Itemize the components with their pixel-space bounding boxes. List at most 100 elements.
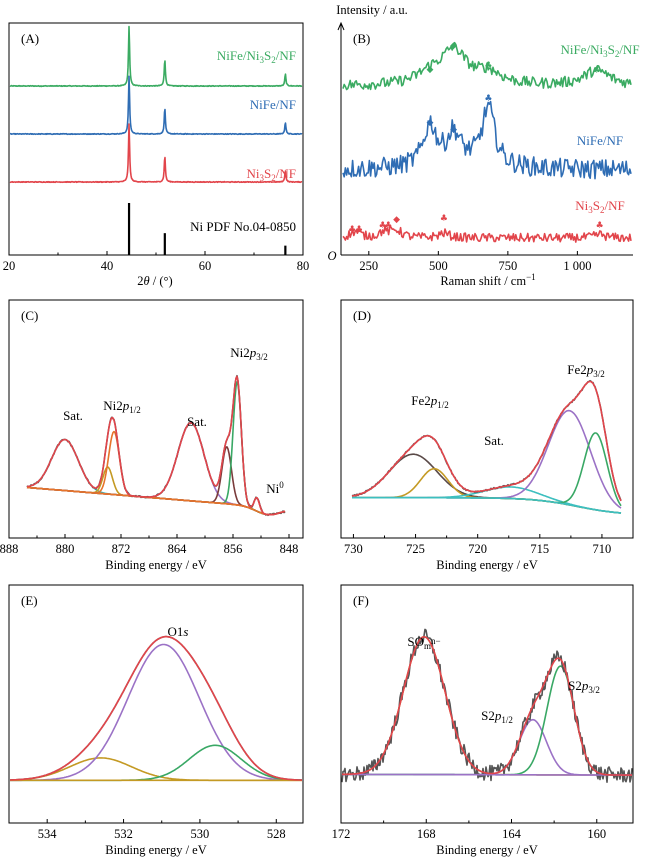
panel-5-envelope [342,636,632,776]
panel-a-legend-0: NiFe/Ni3S2/NF [217,48,296,65]
panel-a-label: (A) [21,31,39,46]
panel-5-label: (F) [353,593,369,608]
panel-2-background [26,486,286,516]
panel-5-background [342,773,632,776]
panel-f: (F) 172 168 164 160 Binding energy / eV SOmn− S… [332,593,633,857]
panel-b-x-tick-label: 750 [498,259,517,273]
panel-3-x-label: Binding energy / eV [436,558,538,572]
panel-5-x-tick-label: 168 [417,827,436,841]
panel-5-x-tick-label: 172 [332,827,351,841]
panel-f-ann-s2p32: S2p3/2 [568,678,600,695]
panel-b-series-0 [342,41,632,91]
panel-b-marker-11: ◆ [393,215,400,225]
panel-e-ann-o1s: O1s [168,624,189,639]
panel-b-marker-3: ♣ [593,66,601,76]
panel-5-raw-data [341,628,633,783]
panel-c-ann-ni2p12: Ni2p1/2 [103,398,141,415]
panel-2-x-tick-label: 888 [0,542,18,556]
panel-a-x-tick-label: 20 [3,259,16,273]
panel-b-marker-10: ♣ [384,221,392,231]
panel-4-x-label: Binding energy / eV [105,843,207,857]
panel-5-frame [340,584,634,824]
panel-b-legend-1: NiFe/NF [577,133,623,148]
panel-3-x-tick-label: 725 [406,542,425,556]
panel-3-background [352,496,622,514]
panel-2-component-3 [26,422,286,516]
panel-b-marker-4: ◆ [427,118,434,128]
panel-2-x-tick-label: 872 [112,542,131,556]
panel-b-y-arrow [337,21,345,31]
panel-d-ann-fe2p12: Fe2p1/2 [411,393,449,410]
panel-b-y-label: Intensity / a.u. [336,3,408,17]
panel-b-marker-1: ◆ [450,41,457,51]
panel-b-x-tick-label: 1 000 [563,259,591,273]
panel-b-legend-0: NiFe/Ni3S2/NF [560,42,639,59]
panel-4-raw-data [10,635,302,781]
panel-b-series-2 [342,225,632,243]
panel-4-x-tick-label: 534 [38,827,58,841]
panel-b-x-tick-label: 500 [429,259,448,273]
panel-2-label: (C) [21,308,38,323]
panel-4-frame [8,584,304,824]
panel-b-series-1 [342,100,632,180]
panel-2-component-4 [26,446,286,516]
panel-3-frame [340,299,634,539]
panel-b-legend-2: Ni3S2/NF [575,198,624,215]
panel-a-x-tick-label: 60 [199,259,212,273]
panel-3-x-tick-label: 720 [468,542,487,556]
panel-a-x-tick-label: 40 [101,259,114,273]
panel-b-label: (B) [353,31,370,46]
panel-b-marker-13: ♣ [596,221,604,231]
panel-b-x-tick-label: 250 [359,259,378,273]
panel-4-label: (E) [21,593,38,608]
panel-4-x-tick-label: 528 [267,827,286,841]
panel-5-x-label: Binding energy / eV [436,843,538,857]
panel-c-ann-ni0: Ni0 [266,480,284,496]
panel-2-component-2 [26,430,286,516]
panel-b-marker-2: ♣ [484,61,492,71]
panel-4-x-tick-label: 532 [114,827,133,841]
panel-c-ann-sat-1: Sat. [63,408,83,423]
panel-c-ann-ni2p32: Ni2p3/2 [230,345,268,362]
panel-2-frame [8,299,304,539]
panel-a-series-1 [9,75,303,136]
panel-a-series-2 [9,123,303,184]
panel-a-frame [8,22,304,256]
panel-d: (D) 730 725 720 715 710 Binding energy / eV Fe2… [344,308,622,572]
panel-3-envelope [351,380,622,502]
panel-3-label: (D) [353,308,371,323]
panel-2-component-0 [26,438,286,516]
panel-2-x-tick-label: 856 [224,542,243,556]
panel-f-ann-s2p12: S2p1/2 [481,708,513,725]
panel-3-component-0 [351,453,622,514]
panel-a-x-tick-label: 80 [297,259,310,273]
panel-2-x-tick-label: 880 [56,542,75,556]
panel-2-x-tick-label: 848 [280,542,299,556]
panel-3-x-tick-label: 715 [530,542,549,556]
panel-b-origin: O [327,249,336,263]
panel-c: (C) 888 880 872 864 856 848 Binding energy / eV… [0,308,298,572]
panel-3-component-3 [352,409,622,509]
panel-a-x-label: 2θ / (°) [137,274,172,288]
panel-c-ann-sat-2: Sat. [187,414,207,429]
panel-a-ref-label: Ni PDF No.04-0850 [190,219,296,234]
panel-2-envelope [26,375,286,516]
panel-b-x-label: Raman shift / cm−1 [440,272,535,288]
panel-d-ann-sat: Sat. [484,433,504,448]
panel-5-x-tick-label: 164 [502,827,522,841]
panel-4-x-tick-label: 530 [191,827,210,841]
panel-f-ann-so: SOmn− [407,634,440,651]
panel-b-marker-0: ◆ [427,65,434,75]
panel-2-x-label: Binding energy / eV [105,558,207,572]
panel-b-marker-6: ♣ [484,94,492,104]
panel-4-component-1 [10,643,302,782]
panel-a-series-0 [9,25,303,88]
panel-b-marker-12: ♣ [440,214,448,224]
panel-b: Intensity / a.u. (B) O 250 500 750 1 000 Raman … [327,3,639,288]
panel-a-legend-2: Ni3S2/NF [247,166,296,183]
panel-b-marker-8: ♣ [355,225,363,235]
panel-e: (E) 534 532 530 528 Binding energy / eV O1s [10,593,302,857]
panel-b-marker-7: ♣ [348,225,356,235]
panel-a-legend-1: NiFe/NF [250,97,296,112]
